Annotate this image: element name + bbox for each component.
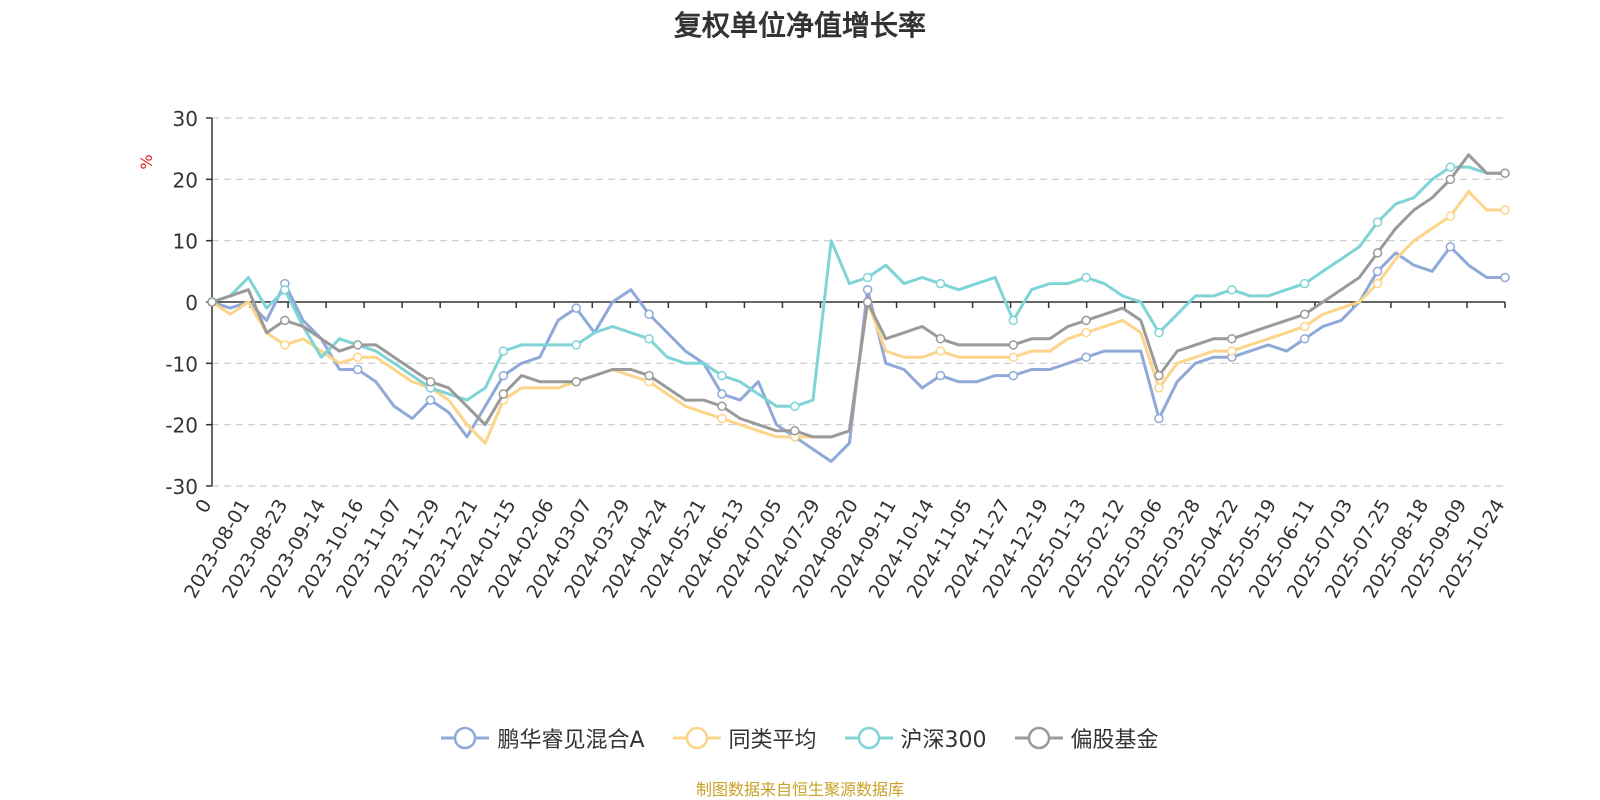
- series-point: [862, 297, 873, 307]
- series-point: [280, 315, 290, 326]
- series-point: [935, 278, 946, 289]
- series-line-1: [211, 190, 1505, 445]
- series-line-3: [211, 153, 1505, 439]
- series-point: [1154, 370, 1164, 381]
- legend-item[interactable]: 偏股基金: [1014, 722, 1159, 754]
- series-point: [1227, 334, 1237, 344]
- y-tick-label: -10: [165, 352, 198, 376]
- series-point: [644, 309, 654, 320]
- series-point: [862, 272, 873, 283]
- y-tick-label: 30: [173, 107, 198, 131]
- series-point: [1372, 248, 1383, 258]
- series-point: [1008, 370, 1019, 381]
- series-point: [1008, 340, 1019, 350]
- axes: 3020100-10-20-3002023-08-012023-08-23202…: [165, 107, 1509, 602]
- legend-item[interactable]: 同类平均: [672, 722, 817, 754]
- legend-label: 同类平均: [728, 728, 817, 753]
- series-point: [1445, 211, 1456, 221]
- series-point: [207, 297, 217, 307]
- series-point: [1081, 315, 1091, 326]
- legend-item[interactable]: 沪深300: [844, 722, 987, 754]
- series-point: [1372, 266, 1383, 277]
- legend-label: 沪深300: [900, 728, 987, 753]
- series-point: [1500, 272, 1510, 283]
- series-point: [571, 376, 581, 387]
- series-point: [571, 340, 581, 350]
- legend-circle-icon: [844, 726, 893, 750]
- series-point: [1154, 327, 1164, 338]
- y-tick-label: -30: [165, 475, 198, 499]
- series-point: [935, 370, 946, 381]
- series-point: [425, 395, 436, 405]
- x-tick-label: 0: [191, 496, 216, 517]
- series-point: [644, 370, 654, 381]
- series-point: [1154, 383, 1164, 393]
- y-tick-label: 10: [173, 230, 198, 254]
- series-point: [862, 284, 873, 295]
- legend-circle-icon: [441, 726, 490, 750]
- series-point: [1372, 278, 1383, 289]
- series-point: [498, 370, 509, 381]
- series-point: [280, 284, 290, 295]
- series-point: [1081, 272, 1091, 283]
- series-point: [1445, 174, 1456, 185]
- series-point: [1445, 162, 1456, 172]
- y-tick-label: 20: [173, 168, 198, 192]
- series-point: [1500, 205, 1510, 215]
- series-point: [1227, 284, 1237, 295]
- series-point: [717, 370, 727, 381]
- series-point: [1500, 168, 1510, 178]
- series-point: [1227, 346, 1237, 356]
- legend-circle-icon: [672, 726, 721, 750]
- series-point: [790, 401, 800, 412]
- legend: 鹏华睿见混合A 同类平均 沪深300 偏股基金: [0, 722, 1600, 754]
- series-point: [644, 334, 654, 344]
- series-point: [1008, 315, 1019, 326]
- series-lines: [207, 153, 1510, 463]
- legend-label: 鹏华睿见混合A: [497, 728, 645, 753]
- series-point: [1445, 242, 1456, 252]
- series-point: [790, 426, 800, 436]
- series-point: [280, 340, 290, 350]
- series-point: [1008, 352, 1019, 362]
- series-point: [1081, 352, 1091, 362]
- series-point: [935, 346, 946, 356]
- series-point: [935, 334, 946, 344]
- series-point: [425, 376, 436, 387]
- series-point: [352, 364, 363, 375]
- series-point: [352, 352, 363, 362]
- series-point: [1299, 334, 1310, 344]
- y-tick-label: 0: [185, 291, 198, 315]
- series-point: [1372, 217, 1383, 228]
- series-point: [717, 389, 727, 399]
- series-point: [498, 389, 509, 399]
- series-point: [571, 303, 581, 313]
- series-point: [717, 401, 727, 412]
- series-point: [1299, 309, 1310, 320]
- series-point: [717, 413, 727, 424]
- source-note: 制图数据来自恒生聚源数据库: [695, 780, 904, 799]
- legend-circle-icon: [1014, 726, 1063, 750]
- series-point: [352, 340, 363, 350]
- y-axis-label: %: [137, 154, 156, 169]
- legend-label: 偏股基金: [1070, 728, 1159, 753]
- series-point: [1154, 413, 1164, 424]
- legend-item[interactable]: 鹏华睿见混合A: [441, 722, 645, 754]
- chart-title: 复权单位净值增长率: [673, 9, 926, 42]
- series-point: [1299, 321, 1310, 332]
- series-point: [498, 346, 509, 356]
- series-point: [1299, 278, 1310, 289]
- y-tick-label: -20: [165, 414, 198, 438]
- series-point: [1081, 327, 1091, 338]
